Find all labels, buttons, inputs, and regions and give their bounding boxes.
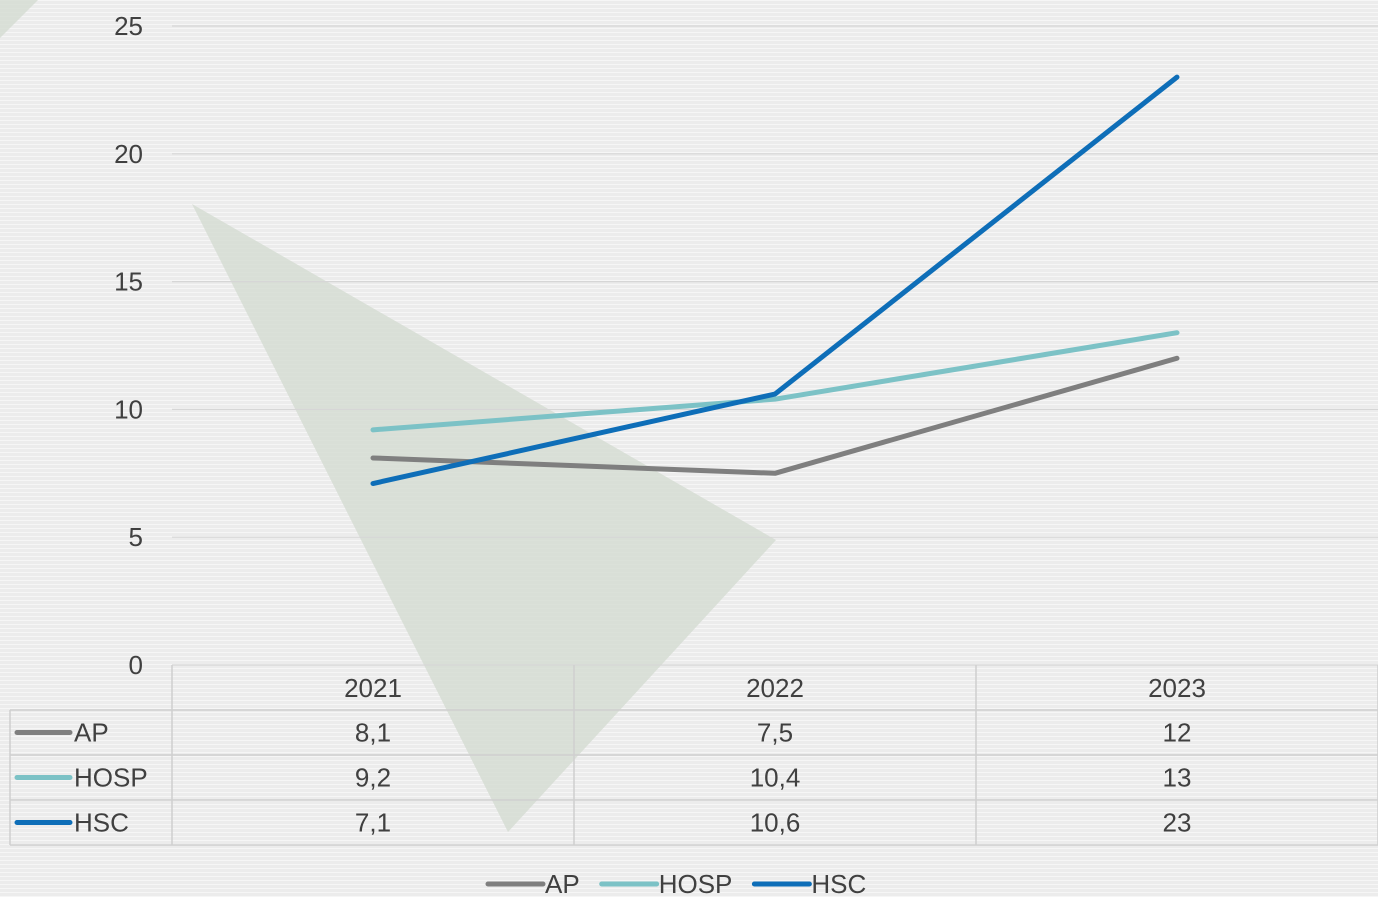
y-tick-label: 25 — [114, 11, 143, 41]
series-line-hosp — [370, 330, 1180, 433]
table-series-name: HSC — [74, 808, 129, 838]
y-tick-label: 0 — [129, 650, 143, 680]
data-label: 8,1 — [355, 718, 391, 748]
legend: AP HOSP HSC — [485, 869, 866, 897]
legend-label: HSC — [811, 869, 866, 897]
x-tick-label: 2022 — [746, 673, 804, 703]
y-tick-label: 20 — [114, 139, 143, 169]
data-label: 7,1 — [355, 808, 391, 838]
x-tick-label: 2021 — [344, 673, 402, 703]
series-lines — [370, 74, 1180, 487]
data-label: 23 — [1163, 808, 1192, 838]
decor-layer — [0, 0, 776, 832]
decor-triangle — [192, 204, 776, 832]
y-tick-label: 10 — [114, 394, 143, 424]
data-label: 10,6 — [750, 808, 801, 838]
data-label: 9,2 — [355, 763, 391, 793]
decor-corner — [0, 0, 38, 38]
legend-label: AP — [545, 869, 580, 897]
data-label: 7,5 — [757, 718, 793, 748]
data-label: 10,4 — [750, 763, 801, 793]
data-table: 2021 2022 2023 AP 8,1 7,5 12 HOSP 9,2 10,4 13 HSC 7,… — [9, 665, 1378, 846]
legend-label: HOSP — [659, 869, 733, 897]
data-label: 12 — [1163, 718, 1192, 748]
table-series-name: HOSP — [74, 763, 148, 793]
series-line-hsc — [370, 74, 1180, 487]
y-axis: 0 5 10 15 20 25 — [114, 11, 143, 680]
y-tick-label: 5 — [129, 522, 143, 552]
table-series-name: AP — [74, 718, 109, 748]
y-tick-label: 15 — [114, 267, 143, 297]
x-tick-label: 2023 — [1148, 673, 1206, 703]
gridlines — [172, 25, 1378, 666]
data-label: 13 — [1163, 763, 1192, 793]
series-line-ap — [370, 355, 1180, 476]
